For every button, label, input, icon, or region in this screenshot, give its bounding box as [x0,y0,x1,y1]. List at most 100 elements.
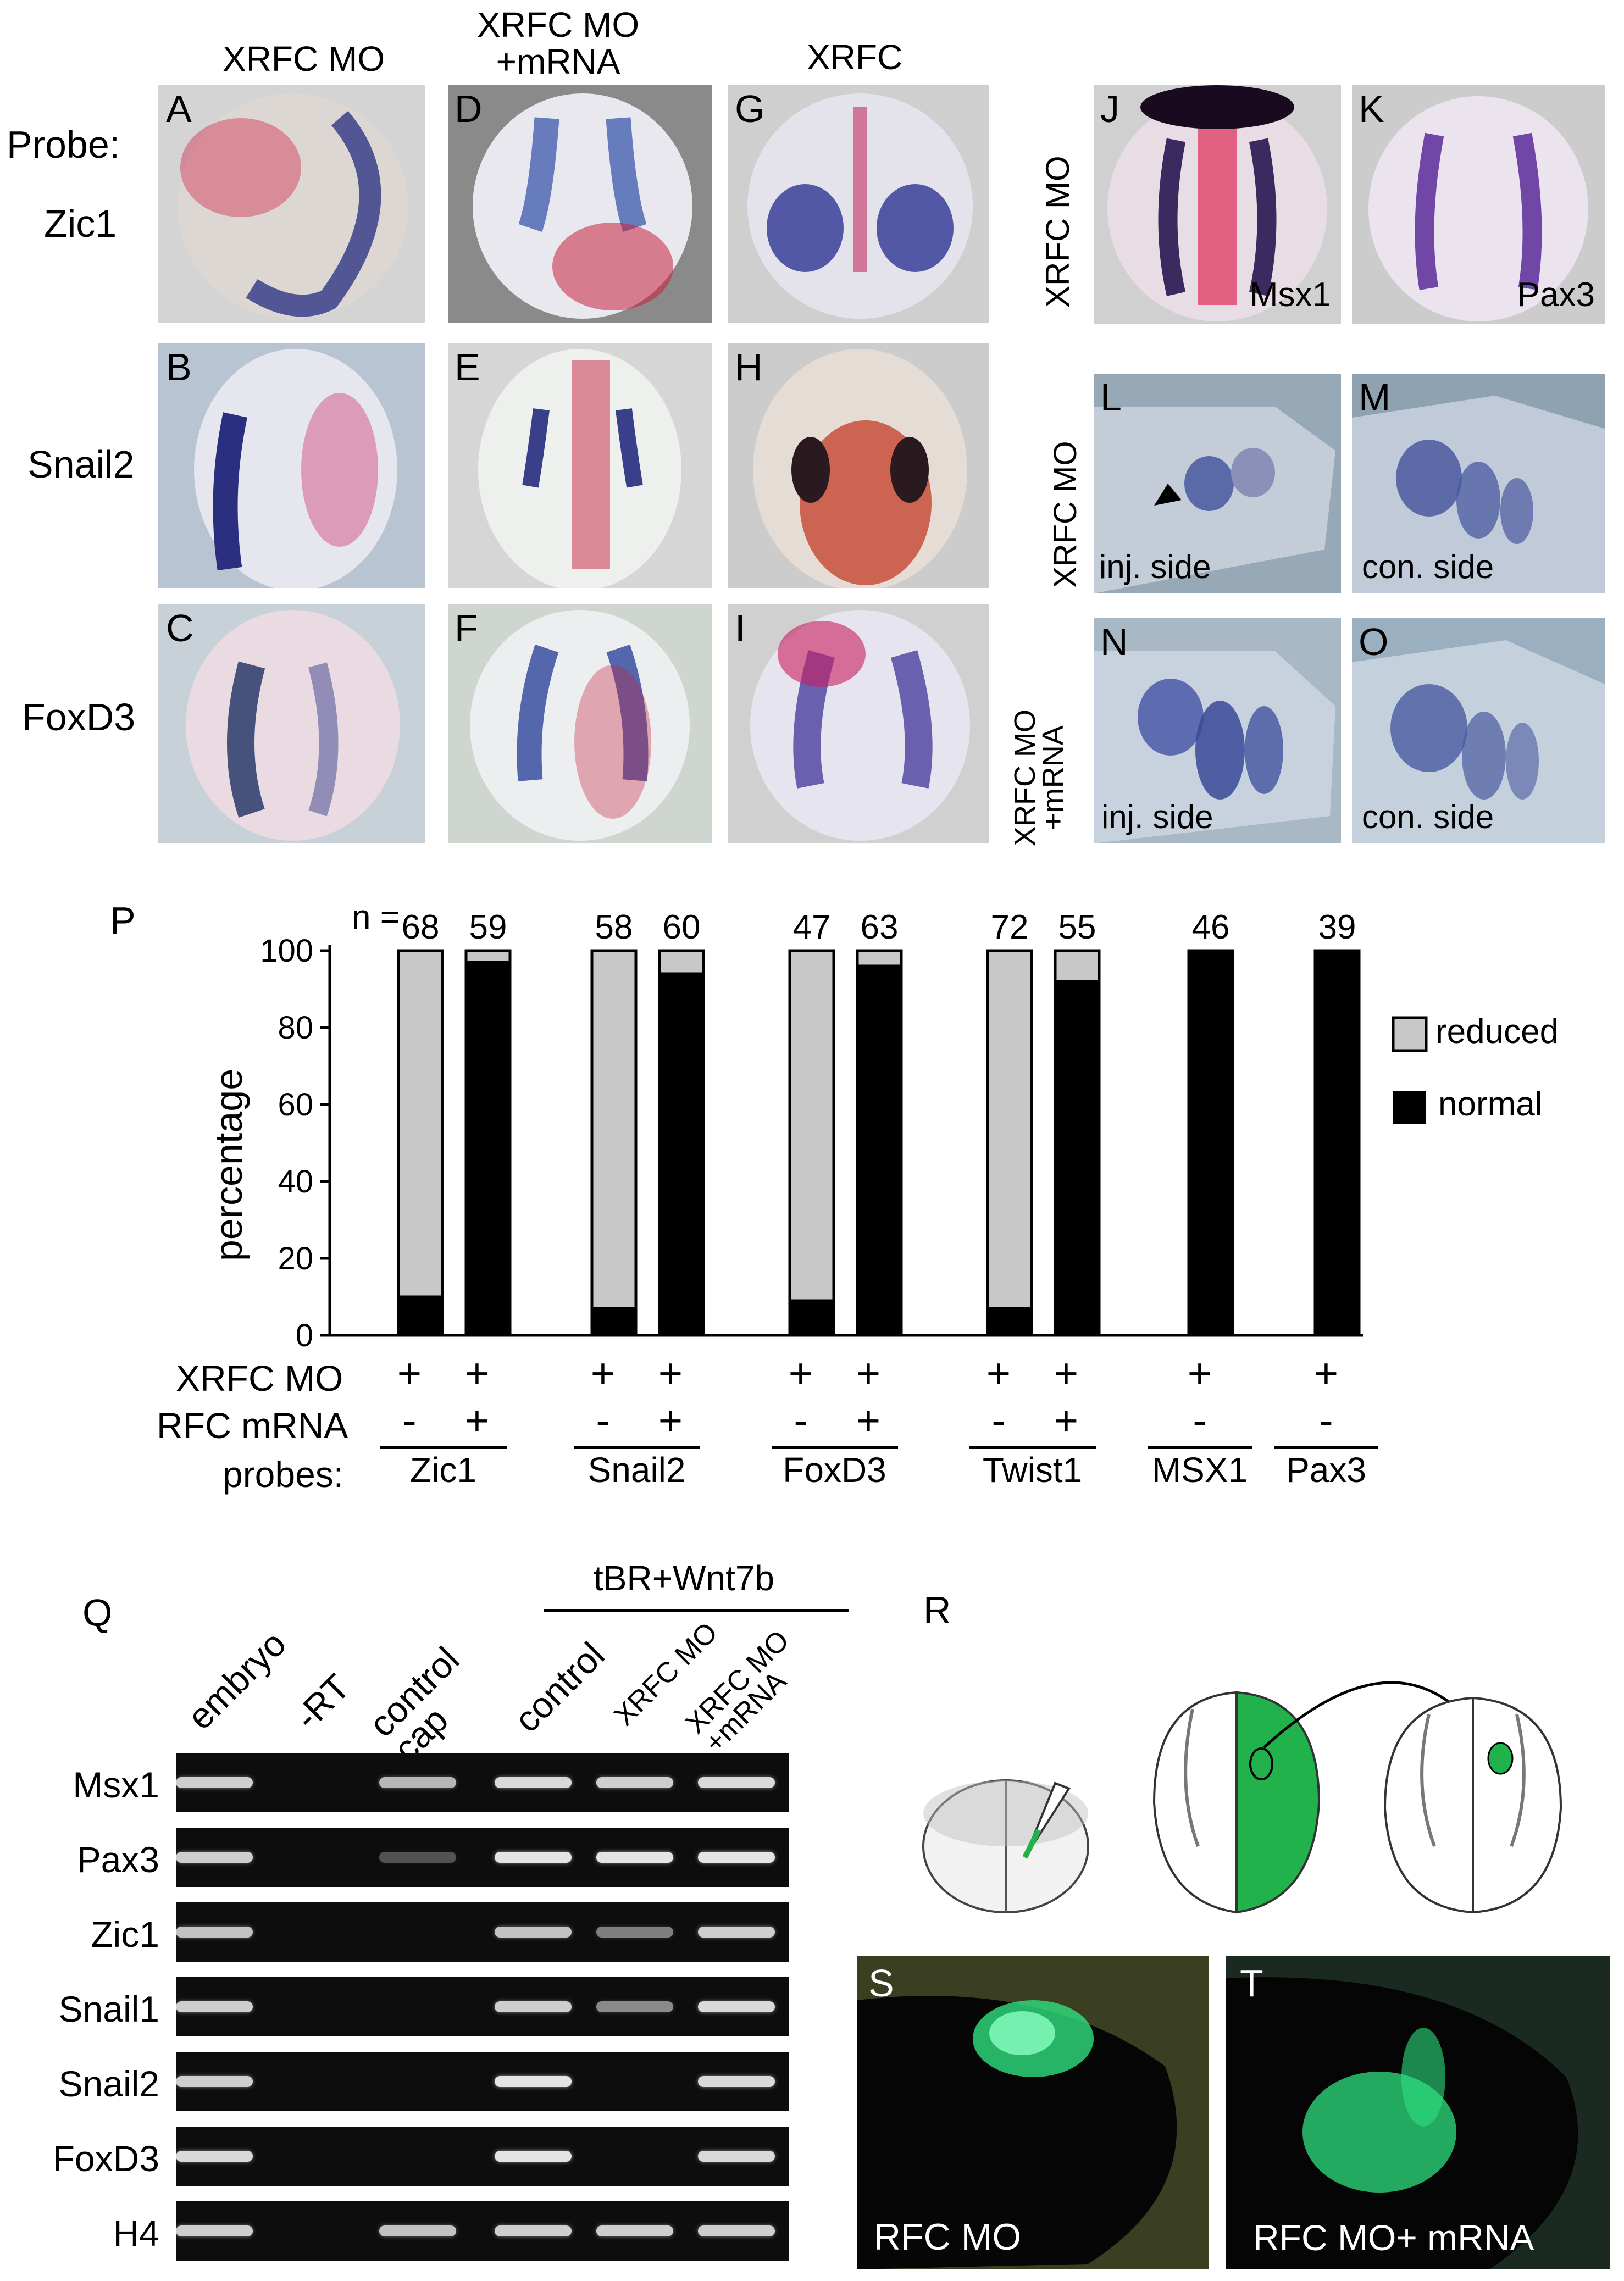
gel-band [698,1852,775,1863]
transplant-schematic [922,1681,1562,1914]
y-tick-label: 0 [296,1318,313,1353]
bar-normal [1187,949,1234,1337]
gel-strip [176,1753,789,1812]
gel-strip [176,2127,789,2186]
gel-group-label: tBR+Wnt7b [594,1558,775,1598]
y-tick-label: 80 [278,1010,313,1046]
row-label-xrfc-mo: XRFC MO [176,1358,343,1398]
panel-letter-L: L [1100,376,1122,419]
gel-band [495,2151,572,2162]
gel-band [176,2151,253,2162]
gel-lane-label: control cap [361,1639,467,1769]
gel-strip [176,1977,789,2036]
xrfc-mo-mark: + [986,1350,1011,1397]
xrfc-mo-mark: + [658,1350,683,1397]
gel-band [698,2225,775,2236]
embryo-photo-J: J Msx1 [1094,85,1341,324]
panel-letter-B: B [166,346,192,389]
probe-group-underline [969,1446,1096,1449]
panel-letter-F: F [455,607,478,650]
probe-group-underline [1274,1446,1378,1449]
rfc-mrna-mark: - [402,1397,417,1444]
gel-band [495,1852,572,1863]
inset-label-inj-side-n: inj. side [1101,798,1213,835]
gel-gene-label: FoxD3 [52,2138,159,2179]
row-label-probes: probes: [223,1454,344,1495]
gel-gene-label: Snail1 [58,1989,159,2029]
chart-p: percentage 0 20 40 60 80 100 68 59 58 60 47 63 72 55… [207,898,1559,1353]
embryo-photo-B: B [158,343,425,588]
gel-band [596,2225,673,2236]
inset-label-con-side-m: con. side [1362,548,1494,585]
embryo-photo-F: F [448,604,712,843]
panel-letter-J: J [1100,87,1119,130]
legend-label-normal: normal [1438,1085,1543,1123]
side-label-lm: XRFC MO [1047,441,1083,588]
bar-normal [464,961,512,1337]
rfc-mrna-mark: - [991,1397,1006,1444]
n-value-label: 72 [991,908,1029,946]
gel-band [698,2076,775,2087]
gel-band [176,1927,253,1938]
fluorescence-photo-T: T RFC MO+ mRNA [1226,1956,1610,2269]
chart-ylabel: percentage [207,1069,250,1261]
panel-letter-S: S [868,1962,894,2005]
gel-gene-label: Pax3 [76,1839,159,1880]
gel-band [495,1927,572,1938]
xrfc-mo-mark: + [1054,1350,1079,1397]
embryo-photo-L: L inj. side [1094,374,1341,593]
xrfc-mo-mark: + [464,1350,490,1397]
panel-letter-A: A [166,87,192,130]
bar-normal [788,1299,835,1337]
n-value-label: 46 [1192,908,1230,946]
gel-strip [176,2201,789,2261]
panel-letter-G: G [735,87,765,130]
xrfc-mo-mark: + [856,1350,881,1397]
row-label-zic1: Zic1 [44,202,117,245]
gel-strip [176,2052,789,2111]
column-header-xrfc-mo-mrna: XRFC MO +mRNA [477,5,640,82]
y-tick-label: 40 [278,1164,313,1200]
gel-band [596,2001,673,2012]
probe-group-label: Pax3 [1286,1450,1366,1490]
bar-reduced [788,949,835,1337]
probe-group-label: FoxD3 [783,1450,886,1490]
label-rfc-mo-mrna: RFC MO+ mRNA [1253,2217,1534,2258]
row-label-foxd3: FoxD3 [22,696,136,739]
xrfc-mo-mark: + [1187,1350,1212,1397]
gel-band [596,1852,673,1863]
gel-band [176,1777,253,1788]
gel-gene-label: Snail2 [58,2063,159,2104]
column-header-xrfc: XRFC [807,37,903,77]
gel-band [495,2076,572,2087]
xrfc-mo-mark: + [397,1350,422,1397]
n-value-label: 58 [595,908,633,946]
panel-letter-M: M [1359,376,1391,419]
embryo-photo-K: K Pax3 [1352,85,1605,324]
inset-label-inj-side-l: inj. side [1099,548,1211,585]
side-label-no: XRFC MO +mRNA [1008,709,1070,846]
bar-normal [397,1295,444,1337]
n-value-label: 39 [1318,908,1356,946]
bar-normal [1313,949,1361,1337]
probe-group-label: Snail2 [587,1450,686,1490]
panel-letter-I: I [735,607,746,650]
gel-band [495,2225,572,2236]
panel-letter-C: C [166,607,194,650]
xrfc-mo-mark: + [788,1350,813,1397]
embryo-photo-E: E [448,343,712,588]
panel-letter-D: D [455,87,483,130]
gel-band [596,1777,673,1788]
panel-letter-P: P [110,899,136,942]
panel-letter-E: E [455,346,480,389]
row-label-rfc-mrna: RFC mRNA [157,1405,348,1446]
panel-letter-K: K [1359,87,1384,130]
gel-band [698,1777,775,1788]
two-cell-embryo-icon [922,1779,1089,1913]
host-embryo-icon [1383,1696,1562,1914]
bar-normal [590,1307,638,1337]
bar-reduced [590,949,638,1337]
embryo-photo-O: O con. side [1352,618,1605,843]
gel-band [176,2076,253,2087]
probe-group-underline [573,1446,700,1449]
